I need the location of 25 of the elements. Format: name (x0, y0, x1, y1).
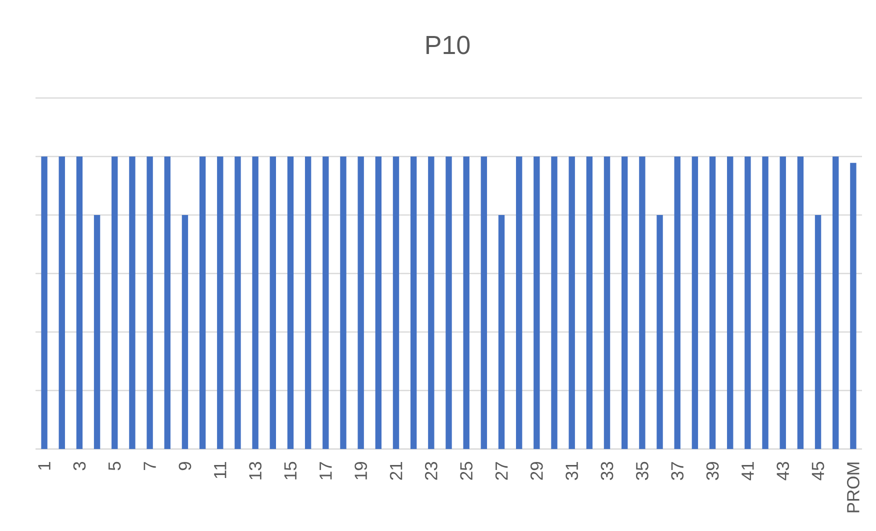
x-tick-label: 25 (460, 462, 473, 480)
x-tick-label: 5 (108, 462, 121, 470)
x-tick-label: 15 (284, 462, 297, 480)
x-tick-label: 45 (812, 462, 824, 480)
x-tick-label: 23 (424, 462, 438, 480)
x-tick-label: 31 (566, 462, 578, 480)
x-tick-label: PROM (847, 462, 860, 512)
x-tick-label: 29 (530, 462, 543, 480)
x-tick-label: 3 (73, 462, 86, 470)
x-tick-label: 1 (38, 462, 50, 470)
x-tick-label: 41 (742, 462, 754, 480)
x-tick-label: 39 (706, 462, 719, 480)
x-tick-label: 21 (390, 462, 402, 480)
x-tick-label: 13 (249, 462, 262, 480)
x-tick-label: 37 (671, 462, 684, 480)
x-tick-label: 17 (320, 462, 332, 480)
x-tick-label: 27 (495, 462, 508, 480)
x-tick-label: 43 (776, 462, 790, 480)
x-tick-label: 33 (600, 462, 614, 480)
x-tick-label: 19 (354, 462, 368, 480)
chart-title: P10 (426, 36, 470, 54)
x-tick-label: 35 (636, 462, 648, 480)
x-tick-label: 9 (178, 462, 192, 470)
x-tick-label: 7 (144, 462, 156, 470)
x-tick-label: 11 (214, 462, 226, 478)
